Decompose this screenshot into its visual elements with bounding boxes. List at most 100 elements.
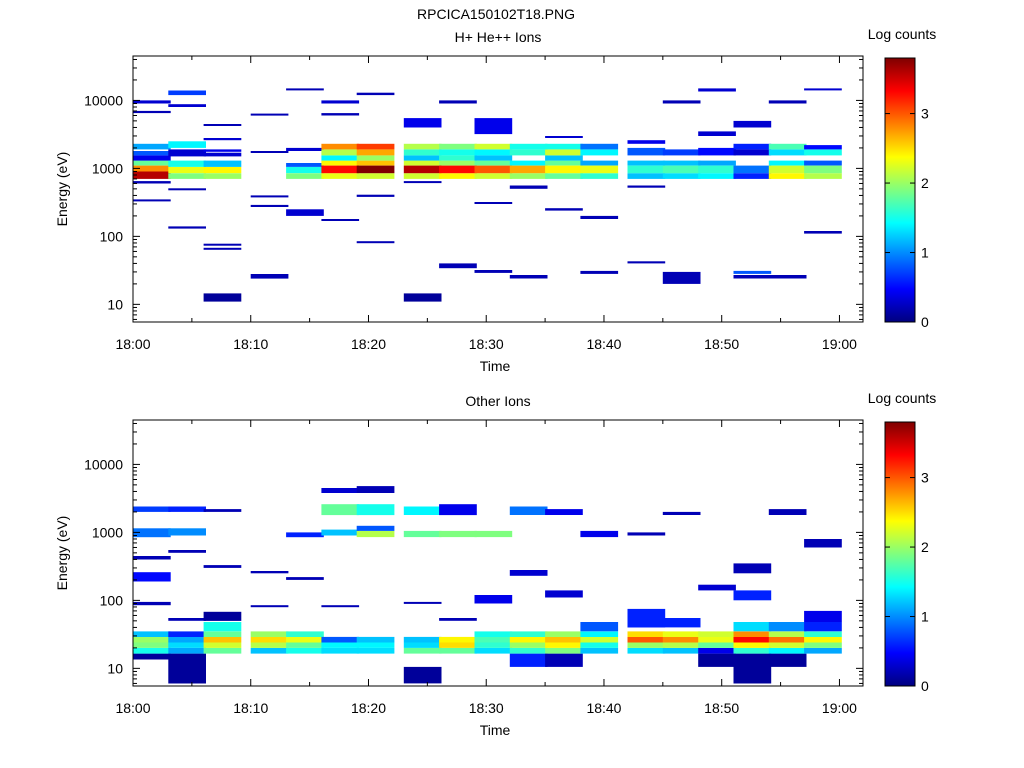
heatmap-cell [580,173,619,179]
heatmap-cell [804,173,842,179]
colorbar [884,421,916,687]
heatmap-cell [698,642,736,648]
heatmap-cell [168,653,206,684]
heatmap-cell [203,642,242,648]
heatmap-cell [133,572,171,582]
heatmap-cell [403,666,442,684]
heatmap-cell [545,647,583,654]
heatmap-cell [168,226,206,229]
heatmap-cell [580,143,619,150]
heatmap-cell [474,631,513,637]
heatmap-cell [509,506,548,515]
heatmap-cell [733,270,772,274]
heatmap-cell [509,165,548,174]
y-tick-label: 10 [107,660,123,676]
heatmap-cell [439,143,477,150]
heatmap-cell [733,631,772,637]
heatmap-cell [321,113,360,116]
colorbar-tick-label: 2 [921,539,929,555]
heatmap-cell [403,293,442,302]
heatmap-cell [627,631,666,637]
heatmap-cell [733,563,772,574]
heatmap-cell [733,653,772,684]
heatmap-cell [403,647,442,654]
x-tick-label: 18:50 [704,700,739,716]
heatmap-cell [133,100,171,104]
heatmap-cell [403,149,442,156]
heatmap-cell [545,631,583,637]
heatmap-cell [133,653,171,660]
heatmap-cell [203,565,242,568]
heatmap-cell [403,165,442,174]
heatmap-cell [509,570,548,576]
heatmap-cell [698,88,736,92]
heatmap-cell [509,143,548,150]
heatmap-cell [627,642,666,648]
heatmap-cell [321,488,360,493]
x-tick-label: 19:00 [822,700,857,716]
heatmap-cell [474,530,513,538]
y-tick-label: 100 [100,228,124,244]
y-tick-label: 10 [107,296,123,312]
heatmap-cell [168,642,206,648]
heatmap-cell [545,160,583,166]
heatmap-cell [286,647,324,654]
heatmap-cell [698,147,736,156]
heatmap-cell [439,642,477,648]
heatmap-cell [356,636,395,643]
heatmap-cell [545,653,583,667]
heatmap-cell [580,622,619,632]
heatmap-cell [321,160,360,166]
heatmap-cell [321,173,360,179]
heatmap-cell [250,631,289,637]
heatmap-cell [474,160,513,166]
heatmap-cell [627,636,666,643]
heatmap-cell [133,636,171,643]
x-tick-label: 19:00 [822,336,857,352]
y-axis-label: Energy (eV) [54,516,70,591]
heatmap-cell [133,110,171,114]
heatmap-cell [356,486,395,493]
heatmap-cell [203,124,242,126]
heatmap-cell [509,631,548,637]
heatmap-cell [168,636,206,643]
heatmap-cell [356,160,395,166]
heatmap-cell [439,149,477,156]
heatmap-cell [509,653,548,667]
heatmap-cell [133,506,171,512]
heatmap-cell [545,636,583,643]
heatmap-cell [804,642,842,648]
heatmap-cell [580,647,619,654]
heatmap-cell [168,528,206,536]
heatmap-cell [509,149,548,156]
heatmap-cell [804,631,842,637]
heatmap-cell [321,636,360,643]
heatmap-cell [439,636,477,643]
heatmap-cell [439,173,477,179]
heatmap-cell [133,181,171,184]
x-tick-label: 18:30 [469,336,504,352]
heatmap-cell [203,647,242,654]
heatmap-cell [403,118,442,128]
x-tick-label: 18:50 [704,336,739,352]
heatmap-cell [733,636,772,643]
x-tick-label: 18:40 [586,700,621,716]
y-tick-label: 100 [100,592,124,608]
heatmap-cell [509,185,548,189]
heatmap-cell [439,165,477,174]
heatmap-cell [286,173,324,179]
heatmap-cell [545,143,583,150]
heatmap-cell [286,163,324,167]
heatmap-cell [698,631,736,637]
heatmap-cell [474,118,513,135]
heatmap-cell [804,622,842,632]
heatmap-cell [662,271,701,284]
heatmap-cell [768,636,807,643]
heatmap-cell [627,532,666,536]
colorbar-tick-label: 2 [921,175,929,191]
heatmap-cell [439,100,477,104]
heatmap-cell [168,631,206,637]
heatmap-cell [627,647,666,654]
x-tick-label: 18:40 [586,336,621,352]
heatmap-cell [203,138,242,141]
